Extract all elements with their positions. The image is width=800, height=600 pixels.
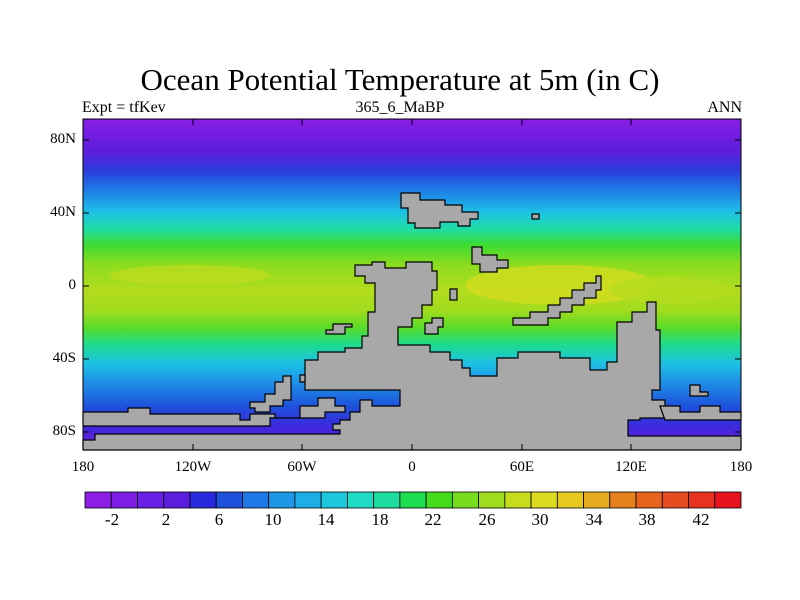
center-subtitle: 365_6_MaBP xyxy=(355,99,445,116)
lat-label-0: 0 xyxy=(68,277,77,293)
lon-label-180e: 180 xyxy=(729,459,753,475)
colorbar-label: 34 xyxy=(585,510,603,529)
land-long-island xyxy=(512,275,602,326)
colorbar-swatch xyxy=(583,491,611,509)
colorbar-swatch xyxy=(530,491,558,509)
colorbar-swatch xyxy=(635,491,663,509)
colorbar-label: 6 xyxy=(214,510,224,529)
colorbar-label: 26 xyxy=(478,510,496,529)
land-small-island-ne xyxy=(531,213,540,220)
land-island-south xyxy=(424,317,444,335)
colorbar-label: 10 xyxy=(264,510,282,529)
map-panel xyxy=(82,118,742,451)
colorbar-swatch xyxy=(346,491,375,509)
colorbar-swatch xyxy=(215,491,243,509)
colorbar-swatch xyxy=(451,491,479,509)
lat-label-80s: 80S xyxy=(52,423,76,439)
colorbar-swatch xyxy=(504,491,532,509)
land-west-peninsula xyxy=(249,375,292,413)
land-antarctic-west xyxy=(82,397,346,427)
lon-label-120e: 120E xyxy=(615,459,647,475)
colorbar-swatch xyxy=(163,491,191,509)
colorbar-swatch xyxy=(714,491,742,509)
land-northern-continent xyxy=(400,192,479,229)
colorbar-swatch xyxy=(268,491,296,509)
colorbar-swatch xyxy=(661,491,689,509)
land-peninsula-west xyxy=(325,323,353,335)
colorbar-swatch xyxy=(294,491,322,509)
land-island-south-small xyxy=(299,374,306,383)
colorbar-swatch xyxy=(688,491,716,509)
colorbar-swatch xyxy=(478,491,506,509)
colorbar-swatch xyxy=(189,491,217,509)
colorbar-label: -2 xyxy=(104,510,120,529)
colorbar-swatch xyxy=(399,491,427,509)
colorbar-label: 38 xyxy=(638,510,656,529)
plot-title: Ocean Potential Temperature at 5m (in C) xyxy=(140,62,660,97)
colorbar-swatch xyxy=(556,491,584,509)
lon-label-120w: 120W xyxy=(174,459,212,475)
lat-label-40n: 40N xyxy=(50,204,76,220)
colorbar-swatch xyxy=(609,491,637,509)
colorbar-swatch xyxy=(84,491,112,509)
colorbar-swatch xyxy=(242,491,270,509)
colorbar-label: 42 xyxy=(692,510,710,529)
warm-pool-central xyxy=(465,265,655,305)
season-label: ANN xyxy=(707,99,742,116)
colorbar-label: 2 xyxy=(161,510,171,529)
land-masses xyxy=(82,192,742,451)
colorbar-swatch xyxy=(110,491,138,509)
colorbar-swatch xyxy=(320,491,348,509)
colorbar-label: 22 xyxy=(424,510,442,529)
lat-label-80n: 80N xyxy=(50,131,76,147)
land-east-small xyxy=(689,384,709,397)
colorbar-swatch xyxy=(373,491,401,509)
lon-label-180w: 180 xyxy=(71,459,95,475)
colorbar-label: 30 xyxy=(531,510,549,529)
lon-label-60w: 60W xyxy=(287,459,317,475)
warm-band-east xyxy=(610,276,730,304)
land-main-continent xyxy=(82,261,742,451)
colorbar xyxy=(84,491,742,509)
lon-label-60e: 60E xyxy=(509,459,535,475)
colorbar-label: 14 xyxy=(317,510,335,529)
lon-label-0: 0 xyxy=(408,459,416,475)
lat-label-40s: 40S xyxy=(52,350,76,366)
colorbar-swatch xyxy=(425,491,453,509)
axis-ticks xyxy=(82,119,742,450)
land-central-island xyxy=(471,246,509,273)
land-east-strip xyxy=(659,405,742,421)
colorbar-swatch xyxy=(137,491,165,509)
land-island-mid xyxy=(449,288,458,301)
colorbar-label: 18 xyxy=(371,510,389,529)
experiment-label: Expt = tfKev xyxy=(82,99,166,116)
warm-pool-west xyxy=(110,265,270,285)
